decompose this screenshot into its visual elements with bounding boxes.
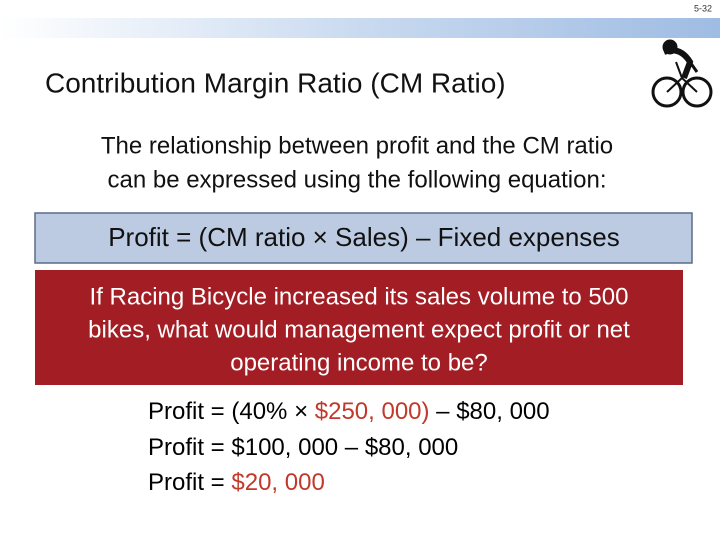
solution-segment: Profit = <box>148 469 231 496</box>
question-line: operating income to be? <box>230 349 488 376</box>
solution-line: Profit = $20, 000 <box>148 469 325 496</box>
equation-box <box>34 212 693 264</box>
question-line: If Racing Bicycle increased its sales vo… <box>90 283 629 310</box>
solution-segment: $20, 000 <box>231 469 324 496</box>
solution-segment: $250, 000) <box>315 398 430 425</box>
solution-line: Profit = (40% × $250, 000) – $80, 000 <box>148 398 550 425</box>
intro-line: The relationship between profit and the … <box>101 132 613 159</box>
slide-title: Contribution Margin Ratio (CM Ratio) <box>45 67 506 98</box>
solution-line: Profit = $100, 000 – $80, 000 <box>148 434 458 461</box>
equation: Profit = (CM ratio × Sales) – Fixed expe… <box>108 222 620 252</box>
solution: Profit = (40% × $250, 000) – $80, 000Pro… <box>148 398 550 496</box>
intro-line: can be expressed using the following equ… <box>107 166 606 193</box>
cyclist-icon <box>651 39 713 108</box>
page-number: 5-32 <box>694 3 712 13</box>
top-bar <box>0 18 720 38</box>
question-box <box>35 270 683 385</box>
question-line: bikes, what would management expect prof… <box>88 316 630 343</box>
solution-segment: Profit = (40% × <box>148 398 315 425</box>
solution-segment: – $80, 000 <box>430 398 550 425</box>
solution-segment: Profit = $100, 000 – $80, 000 <box>148 434 458 461</box>
